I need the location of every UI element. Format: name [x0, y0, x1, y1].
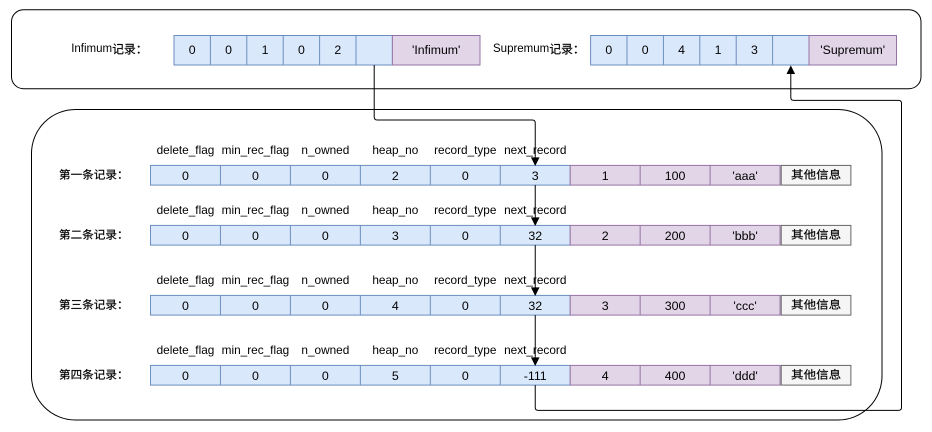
- svg-text:0: 0: [322, 299, 329, 313]
- svg-text:200: 200: [665, 229, 686, 243]
- svg-text:0: 0: [605, 43, 612, 57]
- svg-text:32: 32: [528, 299, 542, 313]
- svg-text:min_rec_flag: min_rec_flag: [222, 273, 290, 287]
- svg-text:3: 3: [392, 229, 399, 243]
- svg-text:400: 400: [665, 369, 686, 383]
- svg-text:0: 0: [642, 43, 649, 57]
- svg-text:300: 300: [665, 299, 686, 313]
- svg-text:-111: -111: [524, 369, 547, 383]
- svg-text:3: 3: [751, 43, 758, 57]
- svg-text:4: 4: [392, 299, 399, 313]
- svg-text:1: 1: [715, 43, 722, 57]
- svg-text:0: 0: [462, 229, 469, 243]
- svg-text:record_type: record_type: [434, 203, 497, 217]
- svg-text:'Supremum': 'Supremum': [820, 43, 885, 57]
- svg-text:4: 4: [602, 369, 609, 383]
- svg-text:0: 0: [182, 299, 189, 313]
- svg-text:3: 3: [532, 169, 539, 183]
- svg-text:0: 0: [322, 229, 329, 243]
- svg-text:0: 0: [252, 299, 259, 313]
- svg-text:min_rec_flag: min_rec_flag: [222, 143, 290, 157]
- svg-text:heap_no: heap_no: [372, 273, 418, 287]
- svg-text:0: 0: [225, 43, 232, 57]
- svg-text:5: 5: [392, 369, 399, 383]
- svg-text:min_rec_flag: min_rec_flag: [222, 203, 290, 217]
- svg-text:Infimum: Infimum: [71, 43, 112, 55]
- svg-text:'ccc': 'ccc': [733, 299, 756, 313]
- svg-text:3: 3: [602, 299, 609, 313]
- svg-text:heap_no: heap_no: [372, 203, 418, 217]
- svg-text:1: 1: [262, 43, 269, 57]
- svg-text:2: 2: [602, 229, 609, 243]
- svg-text:0: 0: [298, 43, 305, 57]
- svg-text:heap_no: heap_no: [372, 143, 418, 157]
- svg-text:n_owned: n_owned: [301, 273, 349, 287]
- svg-text:0: 0: [252, 369, 259, 383]
- svg-text:0: 0: [322, 169, 329, 183]
- svg-text:100: 100: [665, 169, 686, 183]
- svg-text:0: 0: [252, 169, 259, 183]
- svg-text:record_type: record_type: [434, 143, 497, 157]
- svg-text:32: 32: [528, 229, 542, 243]
- svg-text:0: 0: [462, 369, 469, 383]
- svg-text:'Infimum': 'Infimum': [412, 43, 460, 57]
- svg-text:0: 0: [462, 299, 469, 313]
- svg-text:n_owned: n_owned: [301, 203, 349, 217]
- svg-text:2: 2: [392, 169, 399, 183]
- svg-text:delete_flag: delete_flag: [157, 143, 215, 157]
- svg-text:0: 0: [322, 369, 329, 383]
- svg-text:n_owned: n_owned: [301, 143, 349, 157]
- svg-text:0: 0: [182, 169, 189, 183]
- svg-text:0: 0: [252, 229, 259, 243]
- svg-text:n_owned: n_owned: [301, 343, 349, 357]
- svg-text:delete_flag: delete_flag: [157, 343, 215, 357]
- svg-text:0: 0: [462, 169, 469, 183]
- svg-text:0: 0: [182, 229, 189, 243]
- svg-text:0: 0: [189, 43, 196, 57]
- svg-text:record_type: record_type: [434, 273, 497, 287]
- svg-text:delete_flag: delete_flag: [157, 273, 215, 287]
- svg-text:0: 0: [182, 369, 189, 383]
- svg-text:'ddd': 'ddd': [732, 369, 757, 383]
- svg-text:'bbb': 'bbb': [732, 229, 757, 243]
- svg-text:heap_no: heap_no: [372, 343, 418, 357]
- svg-text:4: 4: [678, 43, 685, 57]
- svg-text:min_rec_flag: min_rec_flag: [222, 343, 290, 357]
- svg-text:1: 1: [602, 169, 609, 183]
- svg-text:record_type: record_type: [434, 343, 497, 357]
- svg-text:'aaa': 'aaa': [732, 169, 757, 183]
- svg-text:Supremum: Supremum: [493, 43, 549, 55]
- svg-text:delete_flag: delete_flag: [157, 203, 215, 217]
- svg-text:2: 2: [334, 43, 341, 57]
